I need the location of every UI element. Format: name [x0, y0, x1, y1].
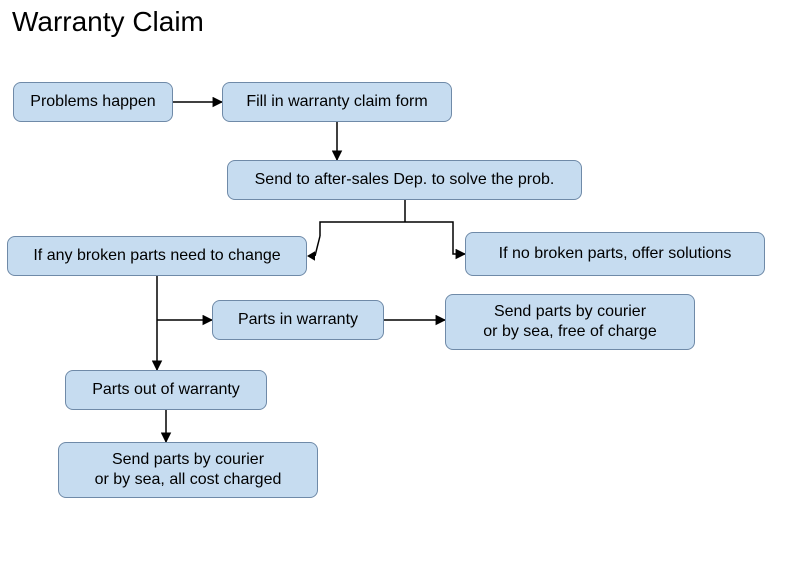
- flowchart-node-sendafter: Send to after-sales Dep. to solve the pr…: [227, 160, 582, 200]
- flowchart-node-sendcharged: Send parts by courier or by sea, all cos…: [58, 442, 318, 498]
- flowchart-node-outwarranty: Parts out of warranty: [65, 370, 267, 410]
- flowchart-node-fillform: Fill in warranty claim form: [222, 82, 452, 122]
- flowchart-node-brokenparts: If any broken parts need to change: [7, 236, 307, 276]
- flowchart-node-inwarranty: Parts in warranty: [212, 300, 384, 340]
- flowchart-node-sendfree: Send parts by courier or by sea, free of…: [445, 294, 695, 350]
- flowchart-node-nobroken: If no broken parts, offer solutions: [465, 232, 765, 276]
- page-title: Warranty Claim: [12, 6, 204, 38]
- flowchart-node-problems: Problems happen: [13, 82, 173, 122]
- flowchart-edge: [320, 222, 405, 236]
- flowchart-edge: [405, 222, 465, 254]
